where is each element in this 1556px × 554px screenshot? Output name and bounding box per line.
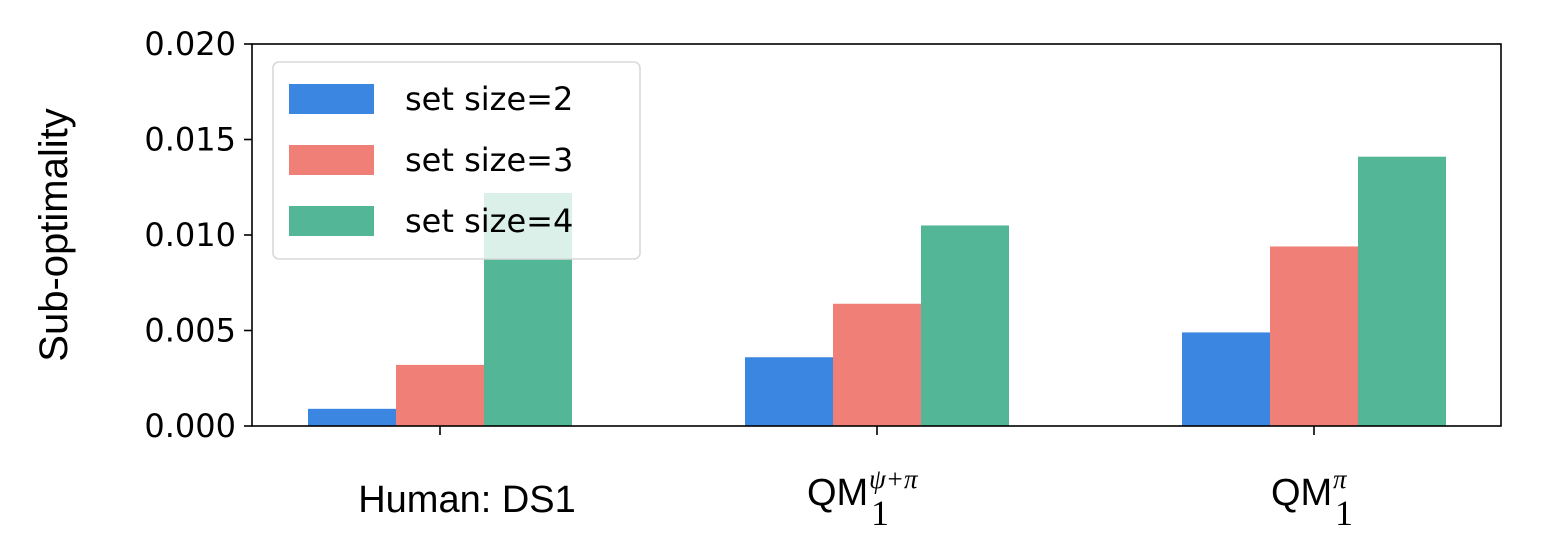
y-tick-label: 0.010	[144, 216, 236, 254]
legend-label: set size=4	[405, 202, 573, 240]
x-tick-label: QM ψ+π1	[807, 464, 919, 533]
bar-set-size-2-1	[745, 357, 833, 426]
y-tick-label: 0.015	[144, 121, 236, 159]
legend-swatch	[289, 84, 374, 114]
y-tick-label: 0.020	[144, 25, 236, 63]
x-tick-label: Human: DS1	[358, 479, 576, 521]
x-tick-label-base: QM	[807, 472, 868, 514]
x-tick-label-superscript: ψ+π	[869, 464, 919, 494]
bar-set-size-4-2	[1358, 156, 1446, 426]
x-tick-label-subscript: 1	[871, 493, 889, 533]
y-axis-label: Sub-optimality	[32, 108, 76, 361]
y-tick-label: 0.000	[144, 407, 236, 445]
x-tick-label-superscript: π	[1333, 464, 1348, 494]
x-tick-label: QM π1	[1271, 464, 1353, 533]
bar-set-size-2-2	[1182, 332, 1270, 426]
bar-set-size-3-1	[833, 303, 921, 426]
y-axis: 0.000 0.005 0.010 0.015 0.020	[144, 25, 252, 445]
bar-set-size-4-1	[921, 225, 1009, 426]
bar-set-size-2-0	[308, 408, 396, 426]
y-tick-label: 0.005	[144, 312, 236, 350]
x-tick-label-base: QM	[1271, 472, 1332, 514]
legend: set size=2 set size=3 set size=4	[272, 61, 641, 260]
bars-layer	[308, 156, 1446, 426]
legend-label: set size=2	[405, 80, 573, 118]
bar-set-size-3-0	[396, 364, 484, 426]
x-axis: Human: DS1 QM ψ+π1 QM π1	[358, 426, 1353, 533]
legend-swatch	[289, 145, 374, 175]
x-tick-label-subscript: 1	[1335, 493, 1353, 533]
bar-set-size-3-2	[1270, 246, 1358, 426]
legend-label: set size=3	[405, 141, 573, 179]
legend-swatch	[289, 206, 374, 236]
